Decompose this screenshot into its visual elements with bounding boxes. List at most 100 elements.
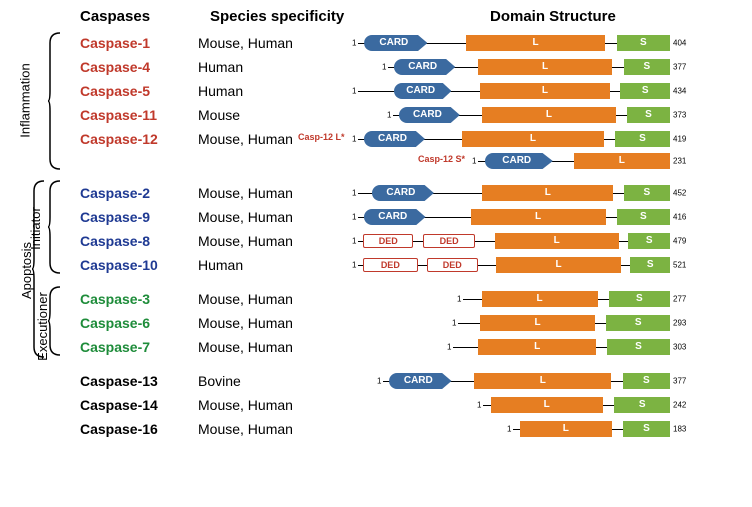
domain-ded: DED <box>363 234 413 248</box>
domain-diagram: 1CARDLS377 <box>358 56 698 78</box>
domain-small: S <box>606 315 670 331</box>
species-label: Human <box>198 257 358 273</box>
brackets <box>48 31 78 441</box>
domain-card: CARD <box>372 185 434 201</box>
end-number: 479 <box>673 237 686 246</box>
end-number: 521 <box>673 261 686 270</box>
species-label: Mouse, Human <box>198 233 358 249</box>
domain-card: CARD <box>485 153 553 169</box>
row-c8: Caspase-8Mouse, Human1DEDDEDLS479 <box>78 229 742 253</box>
domain-card: CARD <box>364 35 427 51</box>
caspase-name: Caspase-9 <box>78 209 198 225</box>
domain-diagram: 1LS277 <box>358 288 698 310</box>
domain-card: CARD <box>364 131 425 147</box>
domain-large: L <box>466 35 605 51</box>
domain-large: L <box>520 421 612 437</box>
species-label: Mouse, Human <box>198 315 358 331</box>
domain-small: S <box>614 397 670 413</box>
end-number: 377 <box>673 63 686 72</box>
start-number: 1 <box>377 377 381 386</box>
species-label: Human <box>198 83 358 99</box>
caspase-name: Caspase-12 <box>78 131 198 147</box>
end-number: 183 <box>673 425 686 434</box>
caspase-name: Caspase-1 <box>78 35 198 51</box>
start-number: 1 <box>352 213 356 222</box>
row-c12s: Casp-12 S*1CARDL231 <box>78 151 742 171</box>
domain-card: CARD <box>394 83 452 99</box>
start-number: 1 <box>457 295 461 304</box>
group-spacer <box>78 171 742 181</box>
end-number: 242 <box>673 401 686 410</box>
caspase-name: Caspase-6 <box>78 315 198 331</box>
species-label: Mouse, Human <box>198 291 358 307</box>
domain-diagram: 1LS242 <box>358 394 698 416</box>
start-number: 1 <box>352 189 356 198</box>
domain-diagram: 1DEDDEDLS521 <box>358 254 698 276</box>
end-number: 303 <box>673 343 686 352</box>
caspase-name: Caspase-16 <box>78 421 198 437</box>
header-domain: Domain Structure <box>490 8 616 25</box>
species-label: Mouse, Human <box>198 35 358 51</box>
domain-diagram: 1CARDLS373 <box>358 104 698 126</box>
domain-ded: DED <box>423 234 475 248</box>
domain-large: L <box>462 131 603 147</box>
species-label: Mouse, Human <box>198 209 358 225</box>
domain-small: S <box>624 59 670 75</box>
species-label: Bovine <box>198 373 358 389</box>
domain-large: L <box>480 315 596 331</box>
start-number: 1 <box>477 401 481 410</box>
start-number: 1 <box>447 343 451 352</box>
inline-label-short: Casp-12 S* <box>418 154 465 164</box>
row-c7: Caspase-7Mouse, Human1LS303 <box>78 335 742 359</box>
domain-small: S <box>627 107 670 123</box>
domain-diagram: 1CARDLS377 <box>358 370 698 392</box>
end-number: 452 <box>673 189 686 198</box>
row-c2: Caspase-2Mouse, Human1CARDLS452 <box>78 181 742 205</box>
domain-ded: DED <box>363 258 418 272</box>
domain-diagram: Casp-12 L*1CARDLS419 <box>358 128 698 150</box>
row-c9: Caspase-9Mouse, Human1CARDLS416 <box>78 205 742 229</box>
domain-diagram: 1CARDLS434 <box>358 80 698 102</box>
domain-large: L <box>482 291 598 307</box>
domain-diagram: 1CARDLS404 <box>358 32 698 54</box>
domain-large: L <box>471 209 606 225</box>
domain-diagram: 1DEDDEDLS479 <box>358 230 698 252</box>
bracket-apoptosis <box>32 179 46 359</box>
end-number: 377 <box>673 377 686 386</box>
domain-card: CARD <box>389 373 451 389</box>
domain-large: L <box>478 59 613 75</box>
start-number: 1 <box>352 261 356 270</box>
end-number: 416 <box>673 213 686 222</box>
end-number: 231 <box>673 157 686 166</box>
bracket-initiator <box>48 179 62 275</box>
caspase-name: Caspase-13 <box>78 373 198 389</box>
domain-small: S <box>615 131 670 147</box>
domain-diagram: 1CARDLS416 <box>358 206 698 228</box>
domain-large: L <box>574 153 670 169</box>
row-c4: Caspase-4Human1CARDLS377 <box>78 55 742 79</box>
start-number: 1 <box>452 319 456 328</box>
end-number: 434 <box>673 87 686 96</box>
row-c12l: Caspase-12Mouse, HumanCasp-12 L*1CARDLS4… <box>78 127 742 151</box>
domain-large: L <box>495 233 619 249</box>
row-c14: Caspase-14Mouse, Human1LS242 <box>78 393 742 417</box>
end-number: 419 <box>673 135 686 144</box>
bracket-inflammation <box>48 31 62 171</box>
domain-small: S <box>623 421 670 437</box>
domain-diagram: 1LS293 <box>358 312 698 334</box>
species-label: Human <box>198 59 358 75</box>
domain-ded: DED <box>427 258 478 272</box>
start-number: 1 <box>387 111 391 120</box>
domain-small: S <box>607 339 670 355</box>
row-c11: Caspase-11Mouse1CARDLS373 <box>78 103 742 127</box>
caspase-name: Caspase-4 <box>78 59 198 75</box>
row-c3: Caspase-3Mouse, Human1LS277 <box>78 287 742 311</box>
group-spacer <box>78 277 742 287</box>
end-number: 373 <box>673 111 686 120</box>
row-c16: Caspase-16Mouse, Human1LS183 <box>78 417 742 441</box>
group-spacer <box>78 359 742 369</box>
domain-diagram: Casp-12 S*1CARDL231 <box>358 150 698 172</box>
start-number: 1 <box>352 135 356 144</box>
species-label: Mouse, Human <box>198 339 358 355</box>
end-number: 404 <box>673 39 686 48</box>
